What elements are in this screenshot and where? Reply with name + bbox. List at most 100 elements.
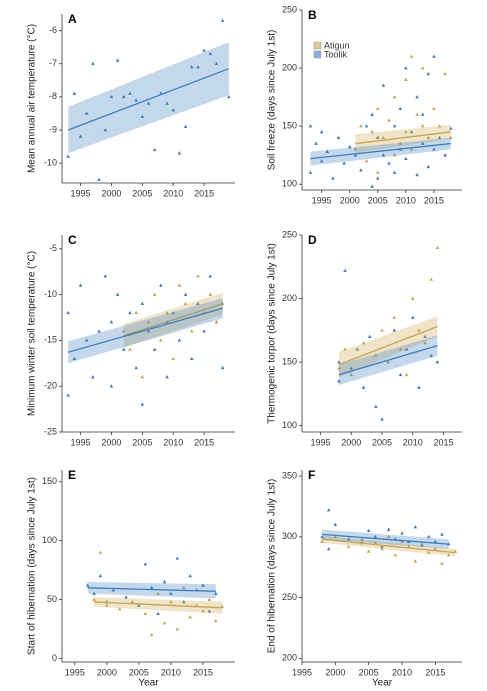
y-axis-label: Soil freeze (days since July 1st) bbox=[267, 30, 278, 171]
y-tick-label: 0 bbox=[52, 653, 57, 663]
data-point bbox=[165, 375, 169, 379]
data-point bbox=[207, 597, 212, 601]
data-point bbox=[364, 158, 369, 163]
x-tick-label: 2010 bbox=[392, 667, 412, 677]
data-point bbox=[169, 591, 173, 595]
y-tick-label: 200 bbox=[282, 653, 297, 663]
data-point bbox=[346, 544, 351, 548]
confidence-band bbox=[68, 42, 229, 154]
data-point bbox=[404, 372, 409, 377]
trend-line bbox=[338, 344, 438, 376]
data-point bbox=[432, 147, 436, 151]
data-point bbox=[188, 574, 192, 578]
data-point bbox=[121, 329, 126, 333]
x-tick-label: 2005 bbox=[132, 188, 152, 198]
y-tick-label: 200 bbox=[282, 62, 297, 72]
data-point bbox=[177, 151, 182, 155]
data-point bbox=[400, 531, 404, 535]
x-tick-label: 2000 bbox=[101, 437, 121, 447]
legend-swatch bbox=[313, 50, 322, 59]
data-point bbox=[433, 539, 438, 543]
x-tick-label: 2010 bbox=[403, 437, 423, 447]
data-point bbox=[314, 141, 318, 145]
data-point bbox=[353, 147, 358, 151]
data-point bbox=[130, 599, 135, 604]
data-point bbox=[420, 542, 424, 546]
data-point bbox=[361, 385, 366, 389]
data-point bbox=[213, 618, 218, 623]
data-point bbox=[207, 609, 212, 613]
x-tick-label: 2000 bbox=[97, 667, 117, 677]
y-tick-label: 150 bbox=[282, 121, 297, 131]
data-point bbox=[121, 347, 126, 351]
data-point bbox=[392, 315, 397, 319]
data-point bbox=[146, 320, 151, 324]
data-point bbox=[429, 353, 434, 358]
data-point bbox=[111, 588, 116, 592]
x-tick-label: 1995 bbox=[292, 667, 312, 677]
data-point bbox=[156, 591, 160, 595]
trend-line bbox=[94, 601, 223, 609]
data-point bbox=[220, 365, 225, 370]
data-point bbox=[220, 604, 224, 608]
trend-line bbox=[321, 538, 456, 554]
data-point bbox=[404, 347, 409, 351]
panel-label: A bbox=[68, 12, 77, 26]
data-point bbox=[398, 106, 403, 111]
data-point bbox=[375, 135, 380, 140]
legend-swatch bbox=[313, 41, 322, 50]
y-tick-label: 250 bbox=[282, 592, 297, 602]
data-point bbox=[146, 101, 151, 105]
data-point bbox=[349, 366, 354, 370]
data-point bbox=[326, 508, 331, 512]
data-point bbox=[143, 562, 148, 566]
data-point bbox=[159, 338, 163, 342]
data-point bbox=[175, 556, 180, 560]
data-point bbox=[337, 360, 341, 364]
x-tick-label: 2000 bbox=[325, 667, 345, 677]
data-point bbox=[140, 301, 145, 306]
data-point bbox=[128, 347, 132, 351]
data-point bbox=[440, 561, 444, 565]
data-point bbox=[426, 550, 431, 554]
data-point bbox=[361, 341, 366, 345]
x-tick-label: 1995 bbox=[310, 437, 330, 447]
x-tick-label: 1995 bbox=[312, 195, 332, 205]
data-point bbox=[308, 170, 313, 174]
y-tick-label: 150 bbox=[42, 476, 57, 486]
y-tick-label: -9 bbox=[49, 124, 57, 134]
y-tick-label: -10 bbox=[44, 157, 57, 167]
data-point bbox=[97, 329, 101, 333]
x-tick-label: 1995 bbox=[71, 188, 91, 198]
data-point bbox=[415, 112, 419, 116]
data-point bbox=[202, 48, 206, 52]
data-point bbox=[202, 329, 206, 333]
data-point bbox=[115, 58, 120, 62]
data-point bbox=[426, 164, 431, 169]
data-point bbox=[165, 101, 169, 105]
y-tick-label: -5 bbox=[49, 243, 57, 253]
data-point bbox=[333, 534, 338, 539]
y-tick-label: -15 bbox=[44, 335, 57, 345]
data-point bbox=[149, 585, 154, 590]
data-point bbox=[66, 310, 70, 315]
data-point bbox=[143, 611, 148, 616]
data-point bbox=[398, 141, 403, 145]
y-axis-label: Minimum winter soil temperature (°C) bbox=[27, 251, 38, 416]
x-tick-label: 1995 bbox=[71, 437, 91, 447]
data-point bbox=[214, 61, 219, 66]
data-point bbox=[406, 544, 411, 548]
trend-line bbox=[67, 68, 230, 131]
data-point bbox=[214, 320, 219, 324]
data-point bbox=[208, 51, 213, 56]
panel-label: C bbox=[68, 233, 77, 247]
y-tick-label: -20 bbox=[44, 381, 57, 391]
data-point bbox=[171, 356, 176, 360]
data-point bbox=[183, 292, 188, 296]
x-tick-label: 1995 bbox=[65, 667, 85, 677]
data-point bbox=[320, 534, 324, 539]
y-axis-label: Thermogenic torpor (days since July 1st) bbox=[267, 243, 278, 424]
data-point bbox=[115, 292, 120, 296]
data-point bbox=[326, 546, 331, 551]
data-point bbox=[359, 168, 363, 172]
